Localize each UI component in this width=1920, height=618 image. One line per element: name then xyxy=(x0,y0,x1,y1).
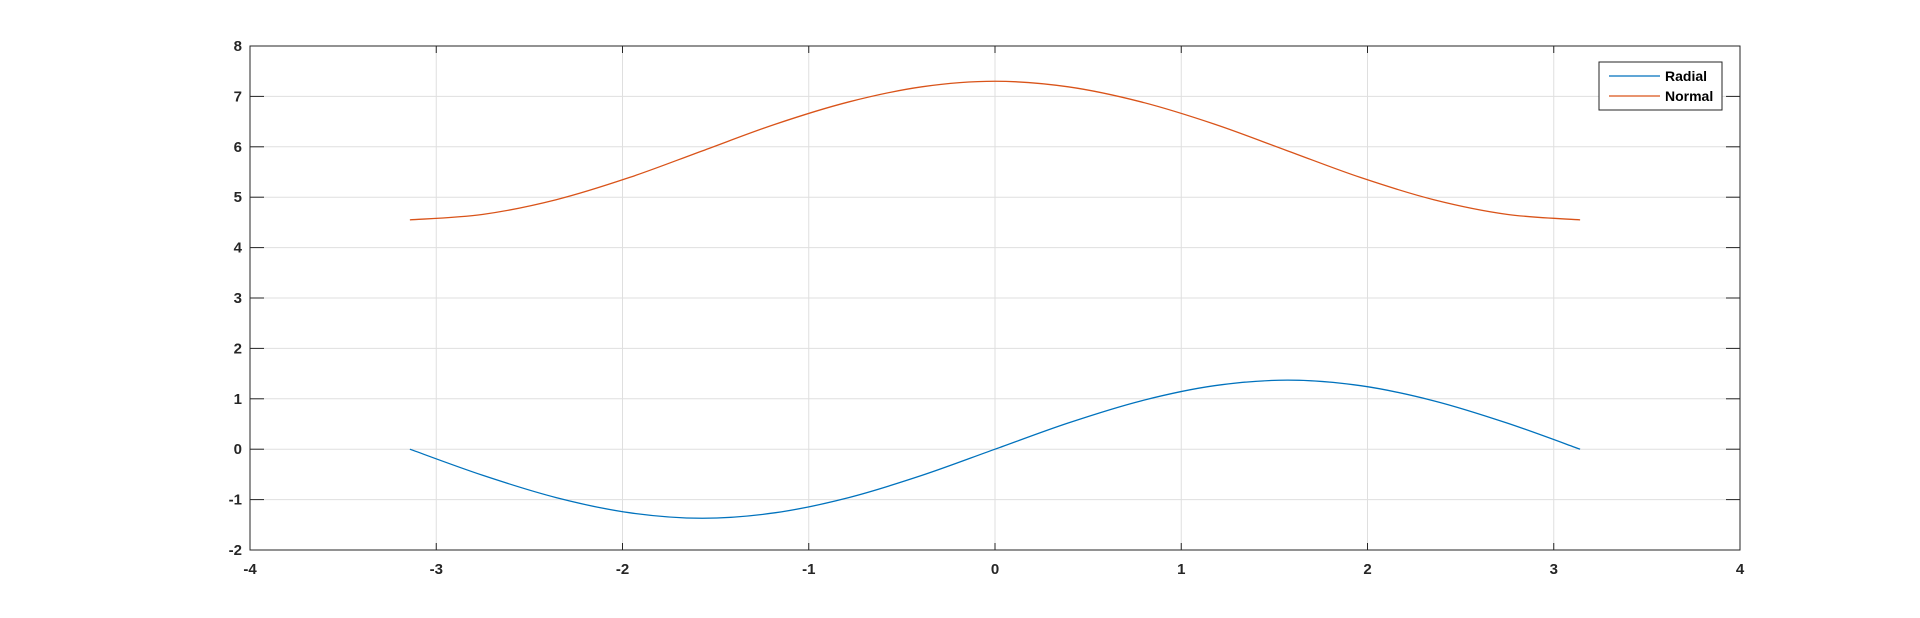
y-tick-label: 4 xyxy=(234,240,243,257)
x-tick-label: 2 xyxy=(1363,561,1371,578)
x-tick-label: 0 xyxy=(991,561,999,578)
x-tick-label: -2 xyxy=(616,561,629,578)
x-tick-label: 4 xyxy=(1736,561,1745,578)
x-tick-label: 3 xyxy=(1550,561,1558,578)
ticks xyxy=(249,45,1741,551)
y-tick-label: 2 xyxy=(234,340,242,357)
y-tick-label: -2 xyxy=(229,542,242,559)
y-tick-label: 8 xyxy=(234,38,242,55)
y-tick-label: 1 xyxy=(234,391,242,408)
series-line-radial xyxy=(409,379,1581,519)
legend: Radial Normal xyxy=(1598,61,1723,111)
x-tick-label: -1 xyxy=(802,561,815,578)
tick-labels: -4 -3 -2 -1 0 1 2 3 4 -2 -1 0 1 2 3 4 5 6 7 8 xyxy=(229,38,1745,578)
y-tick-label: 6 xyxy=(234,139,242,156)
y-tick-label: 3 xyxy=(234,290,242,307)
legend-label-radial: Radial xyxy=(1665,68,1707,84)
x-tick-label: -3 xyxy=(430,561,443,578)
legend-box xyxy=(1598,61,1723,111)
legend-label-normal: Normal xyxy=(1665,88,1713,104)
x-tick-label: -4 xyxy=(243,561,257,578)
y-tick-label: 0 xyxy=(234,441,242,458)
x-tick-label: 1 xyxy=(1177,561,1185,578)
grid xyxy=(250,46,1740,550)
y-tick-label: 7 xyxy=(234,88,242,105)
y-tick-label: -1 xyxy=(229,492,242,509)
series-layer xyxy=(409,80,1581,519)
series-line-normal xyxy=(409,80,1581,221)
y-tick-label: 5 xyxy=(234,189,242,206)
